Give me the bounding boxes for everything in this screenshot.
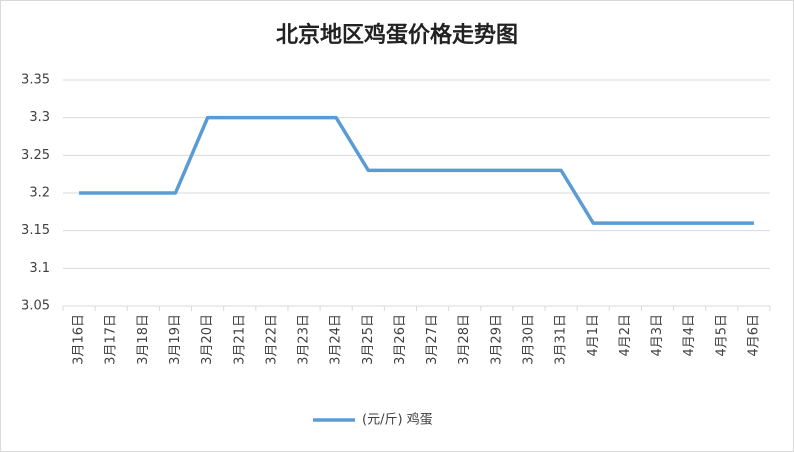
y-tick-label: 3.35 (21, 73, 50, 88)
x-tick-label: 3月21日 (232, 314, 247, 365)
x-tick-label: 3月28日 (457, 314, 472, 365)
x-tick-label: 3月16日 (72, 314, 87, 365)
x-tick-label: 3月22日 (264, 314, 279, 365)
x-tick-label: 3月23日 (297, 314, 312, 365)
x-tick-label: 4月6日 (746, 314, 761, 357)
line (79, 115, 754, 225)
y-tick-label: 3.05 (21, 299, 50, 314)
x-tick-label: 3月20日 (200, 314, 215, 365)
x-tick-label: 3月18日 (136, 314, 151, 365)
x-tick-label: 4月1日 (586, 314, 601, 357)
y-tick-label: 3.2 (29, 186, 50, 201)
y-tick-label: 3.15 (21, 223, 50, 238)
y-tick-label: 3.25 (21, 148, 50, 163)
x-tick-label: 3月19日 (168, 314, 183, 365)
x-tick-label: 3月26日 (393, 314, 408, 365)
x-tick-label: 3月31日 (554, 314, 569, 365)
x-tick-label: 3月27日 (425, 314, 440, 365)
y-tick-label: 3.1 (29, 261, 50, 276)
x-tick-label: 4月3日 (650, 314, 665, 357)
x-tick-label: 4月5日 (714, 314, 729, 357)
x-tick-label: 3月25日 (361, 314, 376, 365)
legend-label: (元/斤) 鸡蛋 (362, 412, 433, 428)
x-tick-label: 3月24日 (329, 314, 344, 365)
chart-title: 北京地区鸡蛋价格走势图 (276, 22, 518, 48)
y-tick-label: 3.3 (29, 110, 50, 125)
x-tick-label: 4月2日 (618, 314, 633, 357)
x-tick-label: 4月4日 (682, 314, 697, 357)
x-tick-label: 3月29日 (489, 314, 504, 365)
x-tick-label: 3月30日 (521, 314, 536, 365)
x-tick-label: 3月17日 (104, 314, 119, 365)
